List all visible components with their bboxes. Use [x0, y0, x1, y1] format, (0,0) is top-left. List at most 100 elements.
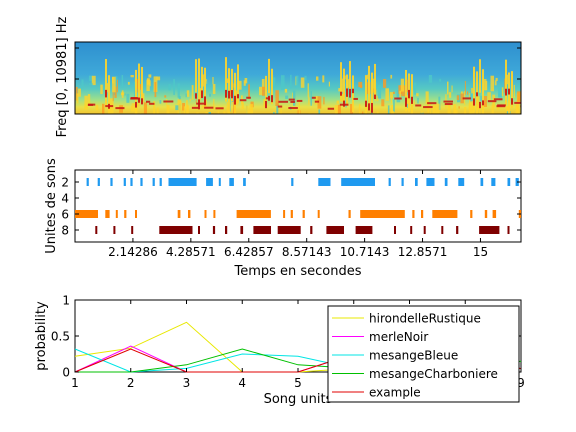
spectrogram-peak: [505, 88, 507, 96]
spectrogram-peak: [196, 102, 205, 105]
spectrogram-energy-streak: [314, 96, 319, 105]
spectrogram-energy-streak: [159, 100, 162, 104]
probability-ytick-label: 0: [62, 366, 70, 380]
spectrogram-peak: [349, 88, 351, 98]
spectrogram-energy-streak: [251, 107, 253, 114]
spectrogram-energy-streak: [501, 87, 504, 97]
spectrogram-peak: [314, 100, 320, 103]
spectrogram-peak: [511, 98, 513, 105]
spectrogram-energy-streak: [426, 113, 428, 114]
unit-2-segment: [480, 178, 484, 186]
spectrogram-energy-streak: [391, 105, 395, 114]
spectrogram-energy-streak: [186, 100, 188, 114]
unit-6-segment: [484, 210, 488, 218]
spectrogram-peak: [195, 93, 197, 99]
unit-8-segment: [410, 226, 413, 234]
spectrogram-energy-streak: [153, 101, 156, 114]
spectrogram-energy-streak: [338, 88, 342, 92]
unit-2-segment: [110, 178, 113, 186]
spectrogram-burst: [135, 69, 137, 114]
spectrogram-burst: [268, 58, 270, 94]
units-xticks: 2.14286 4.28571 6.42857 8.57143 10.7143 12.85…: [108, 170, 488, 259]
unit-8-segment: [310, 226, 313, 234]
probability-panel: 00.51 123456789 probability Song units h…: [34, 294, 525, 408]
unit-6-segment: [213, 210, 216, 218]
legend: hirondelleRustique merleNoir mesangeBleue m…: [327, 305, 520, 403]
spectrogram-energy-streak: [177, 99, 182, 114]
unit-2-segment: [168, 178, 197, 186]
unit-2-segment: [291, 178, 294, 186]
spectrogram-energy-streak: [212, 84, 216, 94]
unit-8-segment: [240, 226, 244, 234]
spectrogram-energy-streak: [387, 105, 390, 114]
spectrogram-energy-streak: [304, 75, 307, 81]
spectrogram-energy-streak: [432, 104, 436, 114]
probability-xtick-label: 1: [71, 376, 79, 390]
spectrogram-energy-streak: [416, 93, 419, 97]
spectrogram-burst: [374, 63, 376, 98]
spectrogram-energy-streak: [428, 75, 433, 83]
spectrogram-energy-streak: [447, 104, 451, 114]
spectrogram-energy-streak: [195, 97, 197, 103]
spectrogram-peak: [145, 100, 151, 103]
spectrogram-energy-streak: [302, 113, 304, 114]
spectrogram-energy-streak: [406, 103, 408, 108]
unit-6-segment: [432, 210, 458, 218]
spectrogram-energy-streak: [513, 84, 515, 98]
spectrogram-burst: [473, 66, 475, 112]
spectrogram-burst: [198, 58, 200, 107]
spectrogram-energy-streak: [248, 84, 250, 100]
spectrogram-energy-streak: [495, 77, 498, 81]
spectrogram-energy-streak: [406, 95, 410, 106]
probability-xtick-label: 4: [238, 376, 246, 390]
spectrogram-energy-streak: [231, 88, 236, 102]
spectrogram-energy-streak: [498, 87, 502, 98]
spectrogram-peak: [105, 89, 107, 98]
unit-6-segment: [236, 210, 271, 218]
spectrogram-energy-streak: [295, 75, 299, 88]
unit-8-segment: [423, 226, 426, 234]
spectrogram-energy-streak: [112, 76, 116, 93]
spectrogram-energy-streak: [460, 93, 464, 104]
spectrogram-burst: [265, 75, 267, 107]
spectrogram-peak: [228, 90, 230, 99]
spectrogram-peak: [371, 102, 373, 113]
unit-2-segment: [229, 178, 234, 186]
spectrogram-peak: [191, 106, 199, 109]
spectrogram-energy-streak: [241, 102, 244, 109]
probability-xtick-label: 3: [183, 376, 191, 390]
spectrogram-peak: [343, 100, 345, 107]
unit-6-segment: [492, 210, 497, 218]
unit-2-segment: [401, 178, 404, 186]
units-ytick-label: 8: [61, 224, 69, 238]
spectrogram-energy-streak: [205, 112, 209, 114]
spectrogram-frame: [74, 41, 522, 115]
spectrogram-burst: [138, 63, 140, 105]
spectrogram-energy-streak: [89, 83, 93, 86]
spectrogram-burst: [108, 75, 110, 114]
units-ytick-label: 6: [61, 208, 69, 222]
spectrogram-peak: [487, 100, 497, 103]
spectrogram-burst: [237, 64, 239, 104]
spectrogram-energy-streak: [217, 110, 220, 114]
spectrogram-peak: [482, 100, 484, 106]
unit-8-segment: [355, 226, 373, 234]
spectrogram-peak: [225, 89, 227, 98]
spectrogram-burst: [371, 72, 373, 106]
spectrogram-energy-streak: [438, 96, 441, 110]
spectrogram-energy-streak: [183, 106, 186, 114]
spectrogram-energy-streak: [149, 80, 151, 87]
spectrogram-peak: [443, 100, 453, 103]
spectrogram-energy-streak: [237, 80, 242, 90]
spectrogram-burst: [231, 68, 233, 101]
probability-ylabel: probability: [34, 301, 49, 371]
units-yticks: 2 4 6 8: [61, 176, 521, 238]
spectrogram-peak: [163, 100, 174, 103]
spectrogram-energy-streak: [385, 88, 389, 101]
unit-2-segment: [341, 178, 375, 186]
spectrogram-burst: [548, 67, 550, 104]
spectrogram-peak: [462, 97, 471, 100]
spectrogram-ylabel: Freq [0, 10981] Hz: [55, 16, 70, 137]
spectrogram-energy-streak: [199, 88, 202, 101]
spectrogram-energy-streak: [393, 99, 395, 113]
